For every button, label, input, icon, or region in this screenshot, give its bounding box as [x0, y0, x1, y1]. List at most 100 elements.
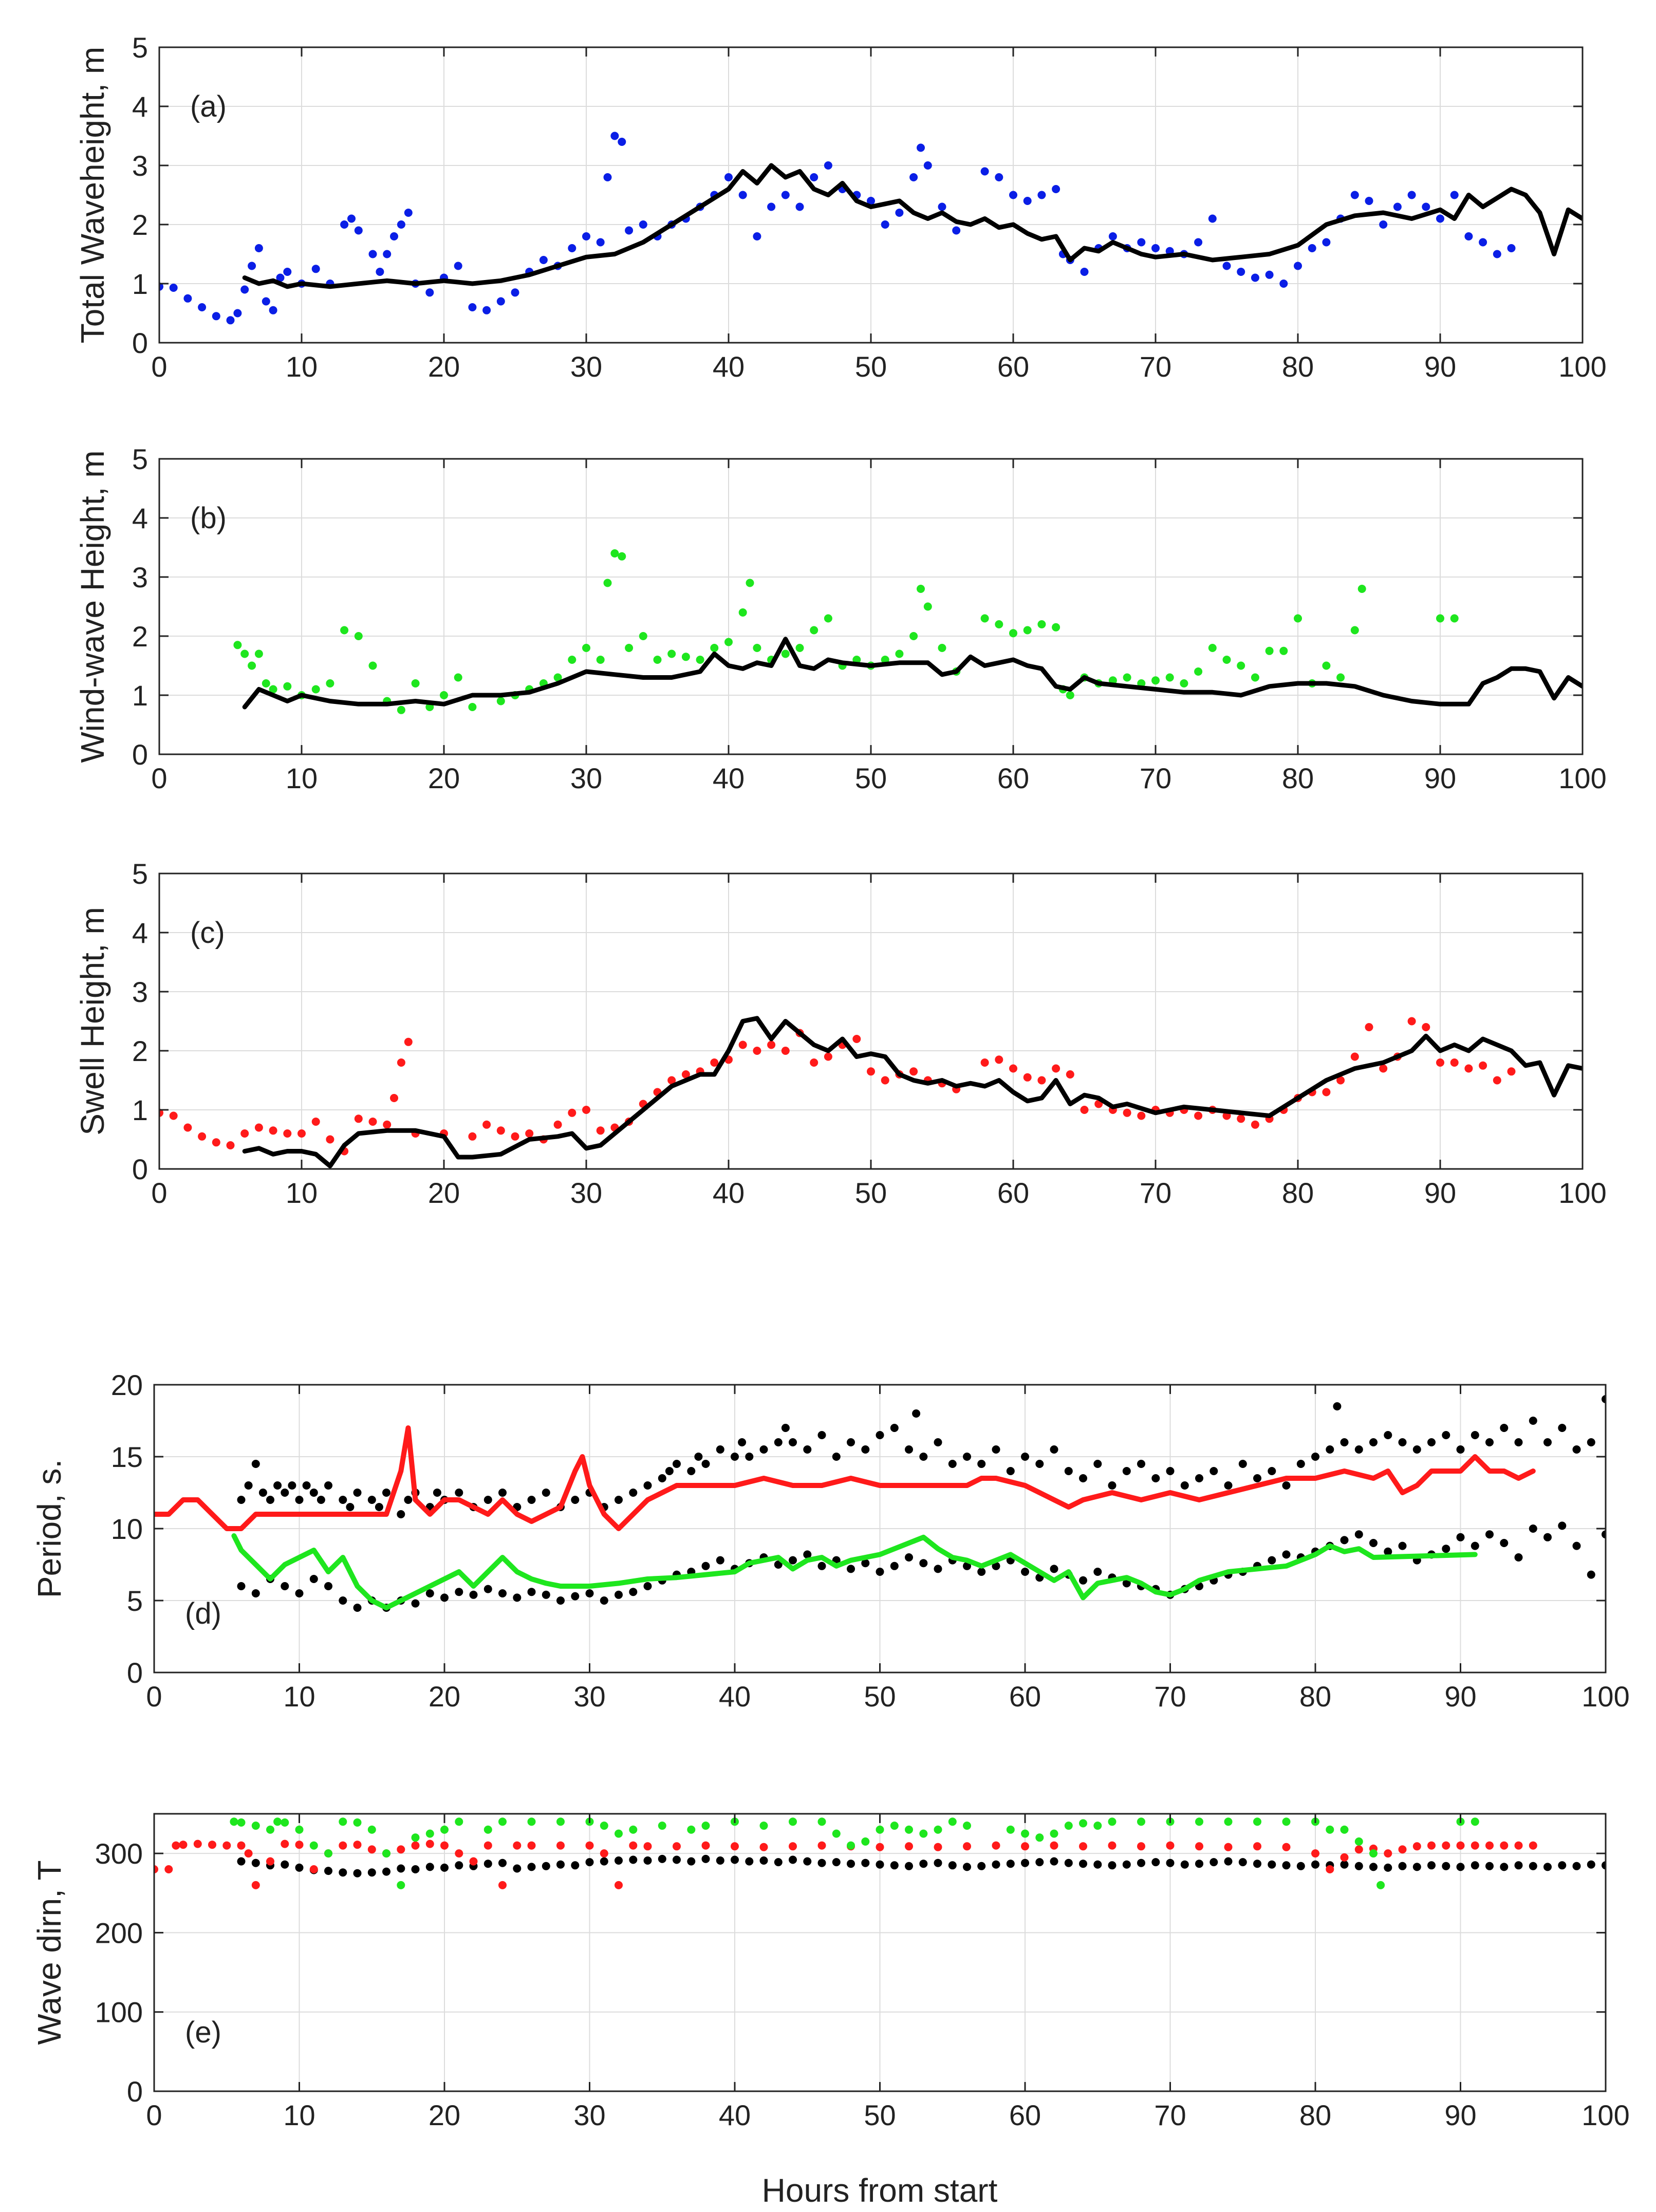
data-point	[1485, 1841, 1494, 1850]
data-point	[1194, 238, 1203, 247]
data-point	[1456, 1445, 1465, 1454]
data-point	[1350, 191, 1359, 199]
data-point	[1308, 244, 1316, 252]
data-point	[262, 297, 270, 306]
data-point	[803, 1445, 812, 1454]
data-point	[1265, 270, 1274, 279]
data-point	[468, 303, 477, 311]
data-point	[1450, 1058, 1459, 1067]
data-point	[952, 226, 961, 235]
data-point	[977, 1460, 986, 1468]
panel-tag: (e)	[185, 2016, 221, 2049]
data-point	[992, 1445, 1000, 1454]
data-point	[980, 614, 989, 623]
data-point	[169, 284, 178, 292]
y-tick-label: 10	[111, 1513, 143, 1545]
data-point	[1471, 1841, 1479, 1850]
plot-area	[154, 1817, 1606, 1889]
data-point	[1354, 1530, 1363, 1539]
data-point	[731, 1855, 739, 1864]
data-point	[295, 1589, 304, 1597]
data-point	[817, 1841, 826, 1850]
x-tick-label: 10	[286, 350, 318, 383]
data-point	[498, 1881, 507, 1889]
data-point	[295, 1863, 304, 1872]
data-point	[890, 1861, 899, 1870]
data-point	[281, 1489, 289, 1497]
data-point	[615, 1829, 623, 1838]
data-point	[687, 1857, 696, 1866]
data-point	[553, 673, 562, 682]
data-point	[1137, 1460, 1145, 1468]
data-point	[367, 1496, 376, 1504]
data-point	[183, 294, 192, 303]
data-point	[1050, 1445, 1058, 1454]
data-point	[810, 626, 818, 635]
data-point	[1379, 220, 1388, 229]
y-tick-label: 100	[95, 1996, 143, 2029]
data-point	[1485, 1530, 1494, 1539]
data-point	[1066, 1070, 1074, 1079]
data-point	[934, 1843, 942, 1851]
data-point	[1369, 1539, 1378, 1547]
data-point	[724, 638, 733, 646]
data-point	[1514, 1553, 1523, 1562]
data-point	[832, 1453, 841, 1461]
data-point	[1398, 1541, 1407, 1550]
data-point	[1237, 268, 1245, 276]
data-point	[824, 1052, 832, 1061]
data-point	[233, 641, 242, 649]
data-point	[237, 1818, 246, 1827]
data-point	[455, 1588, 463, 1596]
x-tick-label: 70	[1140, 350, 1171, 383]
data-point	[1422, 202, 1430, 211]
data-point	[977, 1568, 986, 1576]
data-point	[340, 220, 349, 229]
data-point	[615, 1881, 623, 1889]
data-point	[353, 1489, 362, 1497]
data-point	[1450, 614, 1459, 623]
y-tick-label: 200	[95, 1917, 143, 1949]
data-point	[1464, 232, 1473, 240]
data-point	[383, 1120, 392, 1129]
series-line	[242, 163, 1583, 289]
data-point	[1222, 656, 1231, 664]
data-point	[440, 1863, 449, 1872]
data-point	[861, 1837, 870, 1846]
y-tick-label: 1	[132, 268, 148, 300]
data-point	[454, 262, 462, 270]
data-point	[1093, 1460, 1102, 1468]
data-point	[585, 1841, 594, 1850]
data-point	[511, 1132, 519, 1141]
data-point	[237, 1857, 246, 1866]
data-point	[248, 262, 256, 270]
data-point	[753, 644, 761, 652]
data-point	[1326, 1445, 1334, 1454]
data-point	[455, 1817, 463, 1826]
data-point	[789, 1855, 797, 1864]
data-point	[367, 1868, 376, 1877]
data-point	[1037, 1076, 1046, 1085]
x-tick-label: 0	[146, 2099, 162, 2131]
data-point	[1023, 197, 1032, 205]
data-point	[847, 1565, 855, 1573]
data-point	[852, 1035, 861, 1043]
x-tick-label: 80	[1299, 1680, 1331, 1713]
data-point	[159, 1108, 163, 1117]
data-point	[1064, 1821, 1073, 1830]
data-point	[425, 1829, 434, 1838]
data-point	[890, 1562, 899, 1570]
data-point	[876, 1431, 884, 1439]
data-point	[1238, 1858, 1247, 1867]
data-point	[1253, 1474, 1261, 1482]
data-point	[339, 1841, 347, 1850]
data-point	[1333, 1402, 1342, 1410]
data-point	[934, 1565, 942, 1573]
data-point	[309, 1489, 318, 1497]
data-point	[1079, 1474, 1087, 1482]
data-point	[618, 552, 626, 561]
data-point	[269, 1126, 277, 1135]
data-point	[404, 1037, 413, 1046]
figure-x-axis-label: Hours from start	[762, 2172, 998, 2209]
data-point	[1050, 1841, 1058, 1850]
